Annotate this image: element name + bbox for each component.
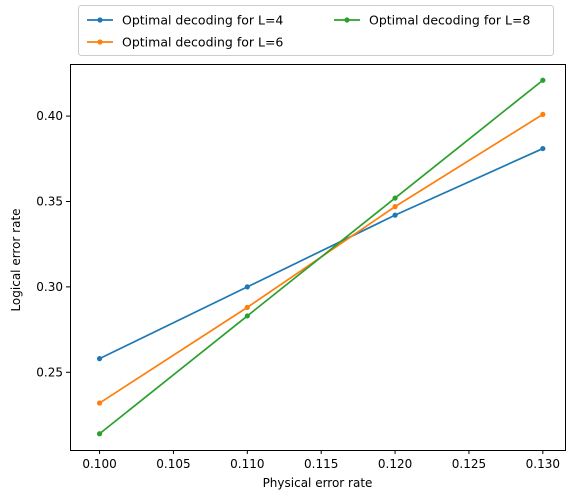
data-point-1-1 [96, 356, 103, 362]
data-point-3-3 [392, 195, 398, 201]
x-tick-label: 0.105 [156, 457, 190, 471]
legend-label-1: Optimal decoding for L=4 [122, 13, 283, 28]
x-tick-label: 0.110 [230, 457, 264, 471]
data-point-2-3 [392, 204, 398, 210]
x-axis-label: Physical error rate [263, 476, 373, 490]
data-point-2-4 [540, 111, 546, 117]
x-tick-label: 0.120 [378, 457, 412, 471]
x-tick-label: 0.115 [304, 457, 338, 471]
x-tick-label: 0.100 [82, 457, 116, 471]
legend-frame [78, 5, 554, 56]
legend-swatch-marker [97, 39, 103, 45]
x-axis: 0.100 0.105 0.110 0.115 0.120 0.125 0.130 [82, 450, 560, 471]
legend: Optimal decoding for L=4 Optimal decoding… [78, 5, 554, 56]
data-point-3-4 [540, 77, 546, 83]
series-line-1 [99, 147, 544, 360]
data-point-1-4 [540, 145, 546, 152]
legend-label-3: Optimal decoding for L=8 [369, 13, 530, 28]
x-tick-label: 0.130 [526, 457, 560, 471]
legend-swatch-marker [97, 17, 103, 23]
series-line-3 [99, 79, 544, 435]
y-tick-label: 0.30 [36, 280, 63, 294]
data-point-3-1 [96, 431, 103, 437]
series-line-2 [99, 113, 544, 404]
legend-swatch-marker [344, 17, 350, 23]
plot-area [70, 64, 566, 451]
legend-label-2: Optimal decoding for L=6 [122, 35, 283, 50]
x-tick-label: 0.125 [452, 457, 486, 471]
data-point-1-2 [244, 284, 250, 290]
y-tick-label: 0.35 [36, 194, 63, 208]
data-point-3-2 [244, 313, 250, 319]
y-axis: 0.25 0.30 0.35 0.40 [36, 109, 70, 379]
y-tick-label: 0.40 [36, 109, 63, 123]
y-axis-label: Logical error rate [9, 208, 23, 311]
data-point-2-1 [96, 400, 103, 406]
plot-frame [70, 64, 566, 451]
data-point-2-2 [244, 304, 250, 310]
y-tick-label: 0.25 [36, 365, 63, 379]
data-point-1-3 [392, 212, 398, 218]
